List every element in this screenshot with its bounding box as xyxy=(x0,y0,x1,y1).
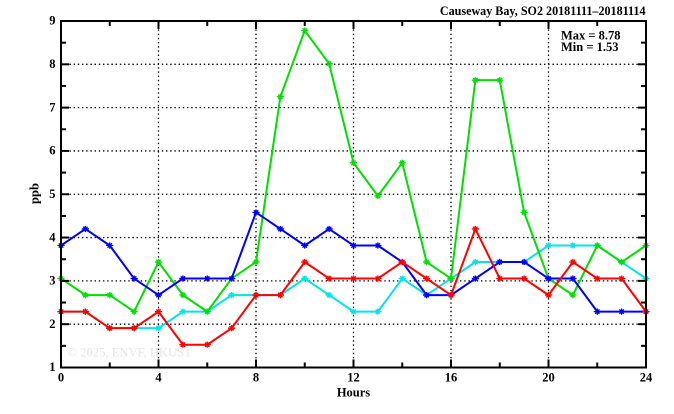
svg-text:20: 20 xyxy=(542,371,555,385)
svg-text:8: 8 xyxy=(253,371,259,385)
svg-text:© 2025, ENVF, HKUST: © 2025, ENVF, HKUST xyxy=(68,346,193,360)
svg-text:4: 4 xyxy=(155,371,162,385)
svg-text:Min = 1.53: Min = 1.53 xyxy=(561,40,618,54)
svg-text:0: 0 xyxy=(58,371,64,385)
svg-text:7: 7 xyxy=(49,100,55,114)
svg-text:Max = 8.78: Max = 8.78 xyxy=(561,29,621,43)
svg-text:ppb: ppb xyxy=(28,183,42,204)
svg-text:1: 1 xyxy=(49,360,55,374)
svg-text:Causeway Bay, SO2 20181111–201: Causeway Bay, SO2 20181111–20181114 xyxy=(440,4,646,18)
svg-text:4: 4 xyxy=(49,230,56,244)
svg-text:6: 6 xyxy=(49,144,55,158)
svg-text:24: 24 xyxy=(640,371,653,385)
svg-text:8: 8 xyxy=(49,57,55,71)
svg-text:Hours: Hours xyxy=(337,386,370,400)
svg-text:16: 16 xyxy=(445,371,458,385)
svg-text:2: 2 xyxy=(49,317,55,331)
svg-text:5: 5 xyxy=(49,187,55,201)
svg-text:12: 12 xyxy=(347,371,360,385)
svg-text:9: 9 xyxy=(49,14,55,28)
svg-text:3: 3 xyxy=(49,274,55,288)
